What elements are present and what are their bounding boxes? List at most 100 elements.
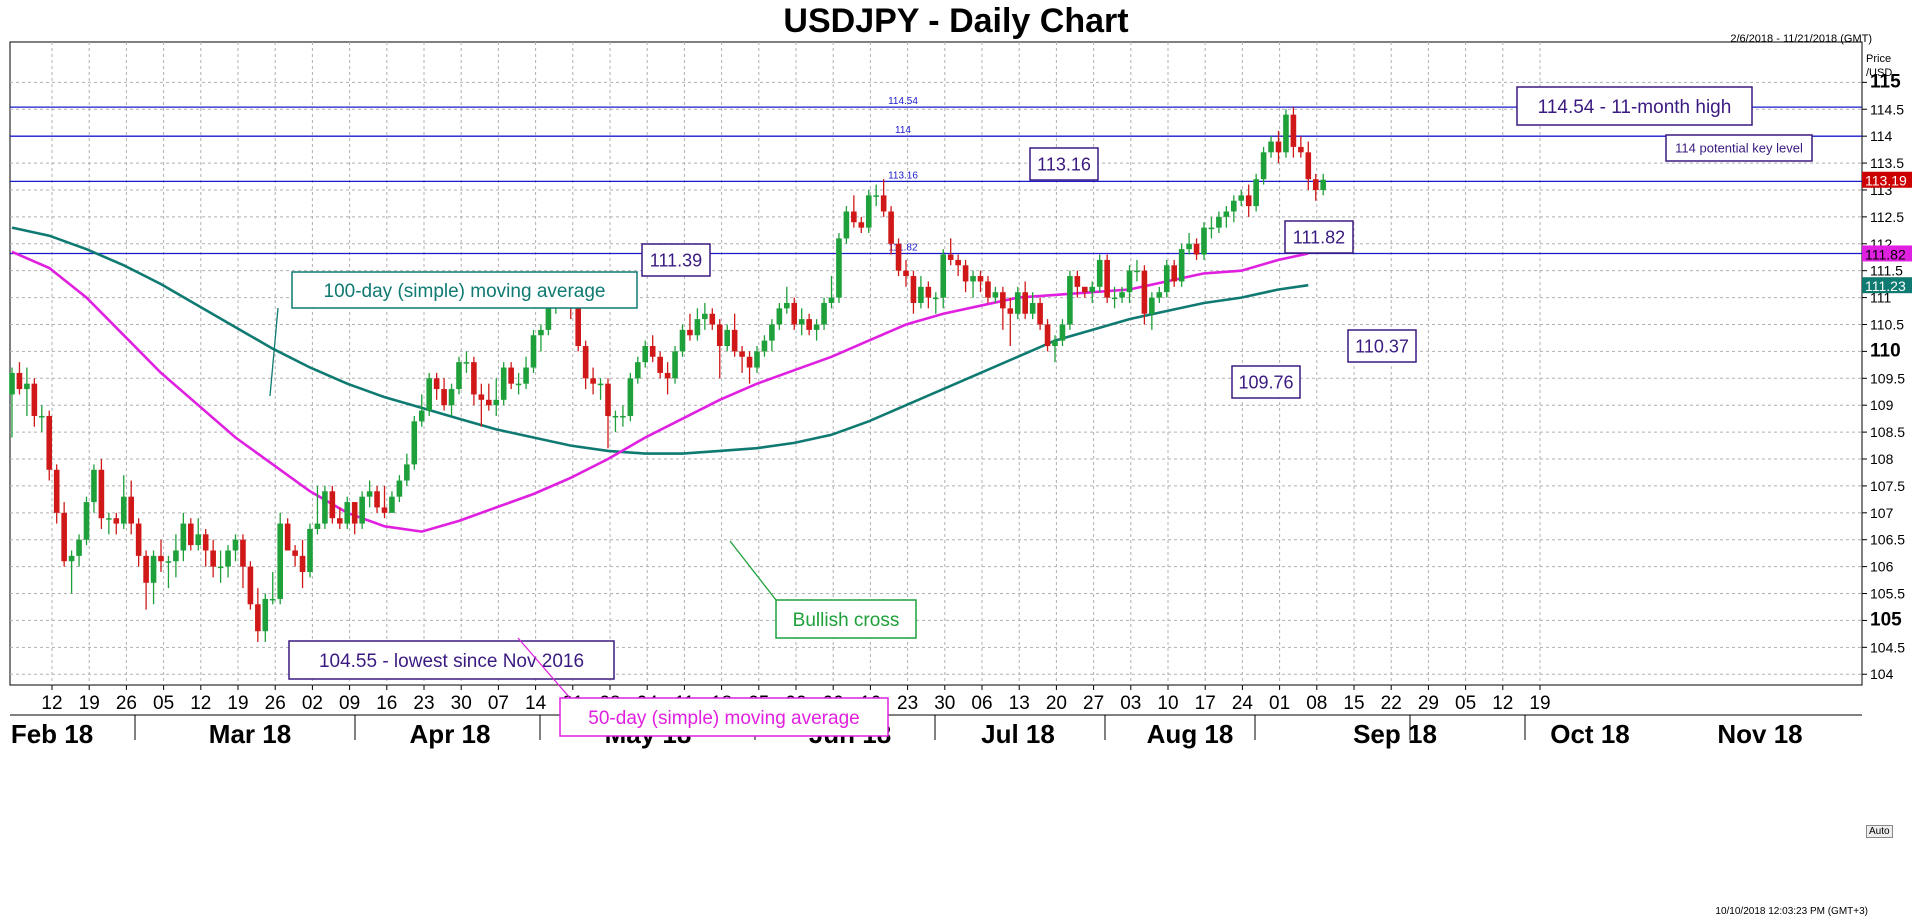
annotation-lowest-since-nov-2016 — [288, 640, 615, 680]
candle-body — [1253, 179, 1259, 207]
candle-body — [1208, 227, 1215, 230]
candle-body — [188, 523, 194, 546]
candle-body — [217, 566, 224, 569]
candle-body — [1014, 292, 1021, 314]
x-day-label: 07 — [488, 693, 509, 714]
x-day-label: 02 — [302, 693, 323, 714]
candle-body — [344, 502, 351, 524]
candle-body — [299, 555, 306, 573]
candle-body — [1178, 249, 1185, 282]
x-day-label: 27 — [1083, 693, 1104, 714]
level-label: 113.16 — [888, 170, 918, 181]
candle-body — [515, 383, 522, 386]
y-tick-label: 111.5 — [1870, 263, 1903, 279]
x-day-label: 17 — [1195, 693, 1216, 714]
candle-body — [46, 415, 53, 470]
candle-body — [903, 270, 909, 277]
candle-body — [284, 523, 291, 551]
candle-body — [351, 502, 358, 524]
candle-body — [426, 378, 432, 411]
x-day-label: 03 — [1120, 693, 1141, 714]
candle-body — [195, 534, 202, 546]
y-tick-label: 108.5 — [1870, 424, 1905, 440]
price-tag — [1862, 171, 1912, 188]
candle-body — [784, 302, 790, 309]
candle-body — [83, 502, 90, 540]
plot-area — [9, 41, 1863, 686]
candle-body — [478, 394, 485, 400]
candle-body — [1059, 324, 1066, 341]
candle-body — [202, 534, 209, 551]
candle-body — [1029, 302, 1036, 314]
candle-body — [724, 329, 730, 347]
candle-body — [1305, 152, 1312, 180]
candle-body — [828, 297, 835, 303]
candle-body — [1268, 141, 1274, 153]
annotation-114-key-level — [1665, 134, 1813, 162]
y-tick-label: 105 — [1870, 609, 1902, 630]
candle-body — [1104, 259, 1110, 298]
candle-body — [232, 539, 239, 551]
y-tick-label: 110.5 — [1870, 316, 1904, 332]
ma50-leader — [517, 637, 571, 699]
candle-body — [374, 491, 380, 508]
candle-body — [635, 362, 641, 379]
price-axis-unit: Price /USD — [1866, 53, 1893, 79]
candle-body — [173, 550, 179, 562]
candle-body — [888, 211, 894, 244]
chart-timestamp: 10/10/2018 12:03:23 PM (GMT+3) — [1715, 906, 1868, 917]
candle-body — [597, 383, 604, 386]
x-day-label: 30 — [451, 693, 472, 714]
x-month-label: Aug 18 — [1147, 719, 1234, 749]
candle-body — [918, 286, 924, 303]
candle-body — [448, 389, 455, 406]
candle-body — [292, 550, 298, 556]
y-tick-label: 106.5 — [1870, 532, 1905, 548]
candle-body — [381, 507, 388, 513]
candle-body — [262, 598, 269, 632]
y-tick-label: 109 — [1870, 397, 1894, 413]
annotation-110-37 — [1347, 329, 1417, 363]
price-tag — [1862, 245, 1912, 262]
candle-body — [39, 415, 45, 418]
y-tick-label: 114 — [1870, 128, 1893, 144]
x-day-label: 10 — [1157, 693, 1178, 714]
candle-body — [255, 604, 261, 632]
candle-body — [1134, 270, 1140, 273]
candle-body — [1141, 270, 1148, 314]
annotation-111-39-text: 111.39 — [650, 250, 702, 270]
x-month-label: Feb 18 — [11, 719, 93, 749]
annotation-lowest-since-nov-2016-text: 104.55 - lowest since Nov 2016 — [319, 651, 584, 672]
candle-body — [61, 512, 67, 562]
annotation-109-76-text: 109.76 — [1238, 372, 1293, 392]
price-tag-label: 111.82 — [1865, 246, 1906, 262]
candle-body — [851, 211, 857, 223]
y-tick-label: 112.5 — [1870, 209, 1904, 225]
candle-body — [754, 351, 760, 368]
annotation-ma50 — [559, 697, 889, 737]
candle-body — [657, 356, 663, 373]
x-day-label: 16 — [376, 693, 397, 714]
y-tick-label: 113.5 — [1870, 155, 1904, 171]
auto-scale-button[interactable]: Auto — [1866, 825, 1893, 838]
candle-body — [843, 211, 850, 239]
candle-body — [1156, 292, 1163, 298]
candle-body — [1216, 216, 1222, 228]
candle-body — [120, 496, 127, 524]
candle-body — [1193, 243, 1200, 255]
candle-body — [791, 302, 798, 325]
candle-body — [865, 195, 872, 228]
candle-body — [649, 346, 656, 357]
candle-body — [158, 555, 164, 562]
candle-body — [1201, 227, 1207, 255]
candle-body — [68, 555, 75, 562]
candle-body — [702, 313, 708, 320]
candle-body — [910, 276, 917, 303]
candle-body — [731, 329, 738, 352]
candle-body — [858, 222, 865, 228]
candle-body — [76, 539, 82, 556]
candle-body — [776, 308, 783, 325]
candle-body — [880, 195, 887, 212]
candle-body — [1298, 146, 1304, 153]
candle-body — [1052, 340, 1058, 347]
